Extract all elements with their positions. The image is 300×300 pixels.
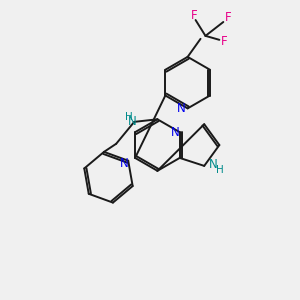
Text: F: F: [191, 9, 198, 22]
Text: N: N: [170, 126, 179, 139]
Text: N: N: [128, 116, 136, 128]
Text: H: H: [216, 165, 224, 175]
Text: F: F: [221, 35, 228, 48]
Text: H: H: [125, 112, 133, 122]
Text: F: F: [225, 11, 232, 23]
Text: N: N: [209, 158, 218, 171]
Text: N: N: [120, 157, 129, 170]
Text: N: N: [177, 102, 186, 115]
